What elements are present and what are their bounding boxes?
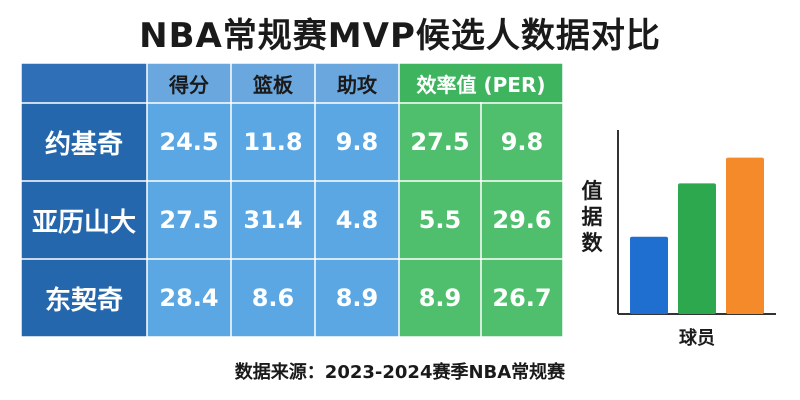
- table-cell: 4.8: [314, 180, 400, 260]
- table-cell: 8.9: [398, 258, 482, 338]
- player-name: 东契奇: [20, 258, 148, 338]
- table-row: 东契奇 28.4 8.6 8.9 8.9 26.7: [20, 258, 564, 338]
- table-cell: 27.5: [398, 102, 482, 182]
- table-cell: 24.5: [146, 102, 232, 182]
- table-cell: 29.6: [480, 180, 564, 260]
- header-points: 得分: [146, 62, 232, 104]
- bar-3: [726, 157, 764, 314]
- table-cell: 8.6: [230, 258, 316, 338]
- source-note: 数据来源：2023-2024赛季NBA常规赛: [234, 362, 566, 383]
- y-axis-label-char: 据: [582, 205, 603, 229]
- table-cell: 11.8: [230, 102, 316, 182]
- y-axis-label-char: 值: [582, 179, 603, 203]
- table-cell: 9.8: [314, 102, 400, 182]
- player-name: 亚历山大: [20, 180, 148, 260]
- y-axis-label-char: 数: [582, 231, 604, 255]
- table-cell: 31.4: [230, 180, 316, 260]
- table-cell: 26.7: [480, 258, 564, 338]
- player-name: 约基奇: [20, 102, 148, 182]
- table-cell: 28.4: [146, 258, 232, 338]
- table-row: 亚历山大 27.5 31.4 4.8 5.5 29.6: [20, 180, 564, 260]
- bar-1: [630, 236, 668, 314]
- table-cell: 9.8: [480, 102, 564, 182]
- table-row: 约基奇 24.5 11.8 9.8 27.5 9.8: [20, 102, 564, 182]
- table-cell: 27.5: [146, 180, 232, 260]
- header-per: 效率值 (PER): [398, 62, 564, 104]
- x-axis-label: 球员: [679, 328, 715, 349]
- table-cell: 8.9: [314, 258, 400, 338]
- y-axis-label: 值据数: [582, 179, 604, 255]
- header-corner: [20, 62, 148, 104]
- mini-bar-chart: 值据数 球员: [582, 130, 776, 349]
- table-cell: 5.5: [398, 180, 482, 260]
- stats-table: 得分 篮板 助攻 效率值 (PER) 约基奇 24.5 11.8 9.8 27.…: [20, 62, 564, 338]
- page-title: NBA常规赛MVP候选人数据对比: [139, 16, 661, 56]
- header-assists: 助攻: [314, 62, 400, 104]
- bar-2: [678, 183, 716, 314]
- header-rebounds: 篮板: [230, 62, 316, 104]
